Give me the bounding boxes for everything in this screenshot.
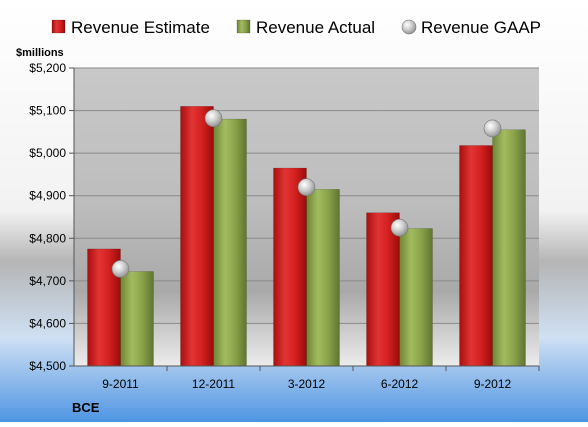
y-tick-label: $5,100: [29, 104, 66, 118]
gaap-marker: [204, 109, 223, 128]
bars: [87, 106, 526, 367]
actual-bar: [213, 118, 247, 367]
actual-bar: [399, 228, 433, 367]
x-axis: 9-2011 12-2011 3-2012 6-2012 9-2012: [74, 365, 540, 391]
gaap-marker: [390, 218, 409, 237]
legend: Revenue Estimate Revenue Actual Revenue GA…: [51, 18, 541, 37]
y-tick-label: $5,000: [29, 146, 66, 160]
y-axis: $4,500 $4,600 $4,700 $4,800 $4,900 $5,000 $5,1…: [29, 61, 75, 373]
gaap-marker: [483, 119, 502, 138]
legend-label: Revenue Estimate: [71, 18, 210, 37]
gaap-marker: [297, 178, 316, 196]
x-tick-label: 12-2011: [192, 377, 235, 391]
actual-bar: [492, 129, 526, 367]
y-axis-title: $millions: [16, 47, 64, 59]
x-tick-label: 9-2012: [474, 377, 512, 391]
actual-bar: [120, 271, 154, 367]
company-label: BCE: [72, 400, 100, 415]
y-tick-label: $5,200: [29, 61, 66, 75]
y-tick-label: $4,500: [29, 359, 66, 373]
estimate-bar: [273, 167, 307, 367]
estimate-bar: [180, 106, 214, 367]
legend-label: Revenue GAAP: [421, 18, 541, 37]
y-tick-label: $4,900: [29, 189, 66, 203]
gaap-marker: [111, 260, 130, 278]
legend-swatch: [401, 19, 417, 35]
y-tick-label: $4,700: [29, 274, 66, 288]
legend-swatch: [236, 19, 251, 34]
estimate-bar: [459, 145, 493, 367]
legend-label: Revenue Actual: [256, 18, 375, 37]
y-tick-label: $4,800: [29, 231, 66, 245]
actual-bar: [306, 189, 340, 367]
x-tick-label: 3-2012: [288, 377, 326, 391]
legend-swatch: [51, 19, 66, 34]
y-tick-label: $4,600: [29, 316, 66, 330]
x-tick-label: 9-2011: [102, 377, 139, 391]
x-tick-label: 6-2012: [381, 377, 419, 391]
estimate-bar: [366, 212, 400, 367]
